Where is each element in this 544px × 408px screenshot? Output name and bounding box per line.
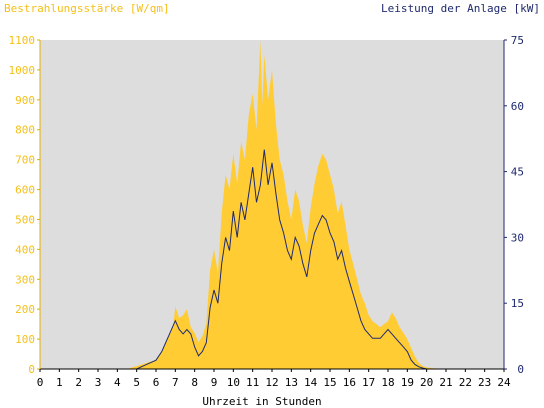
x-tick-label: 2 [75,376,82,389]
x-tick-label: 10 [227,376,240,389]
right-tick-label: 75 [511,34,524,47]
x-tick-label: 24 [497,376,511,389]
x-tick-label: 11 [246,376,259,389]
left-tick-label: 100 [15,333,35,346]
x-tick-labels: 0 1 2 3 4 5 6 7 8 9 10 11 12 13 14 15 16 17 18 19 20 21 22 23 24 [37,369,511,389]
right-tick-label: 15 [511,297,524,310]
series-power-line [40,149,504,370]
left-tick-label: 400 [15,243,35,256]
left-axis-title: Bestrahlungsstärke [W/qm] [4,2,170,15]
right-tick-label: 60 [511,100,524,113]
x-tick-label: 20 [420,376,433,389]
left-tick-label: 1000 [9,64,36,77]
left-tick-label: 600 [15,184,35,197]
x-tick-label: 23 [478,376,491,389]
left-tick-label: 900 [15,94,35,107]
x-tick-label: 1 [56,376,63,389]
left-tick-label: 200 [15,303,35,316]
left-tick-label: 500 [15,213,35,226]
left-tick-label: 0 [28,363,35,376]
x-tick-label: 18 [381,376,394,389]
x-tick-label: 3 [95,376,102,389]
left-tick-label: 800 [15,124,35,137]
right-tick-label: 30 [511,231,524,244]
x-tick-label: 6 [153,376,160,389]
series-irradiance-area [40,40,504,369]
x-tick-label: 9 [211,376,218,389]
x-tick-label: 17 [362,376,375,389]
right-axis-title: Leistung der Anlage [kW] [381,2,540,15]
x-tick-label: 5 [133,376,140,389]
left-tick-label: 300 [15,273,35,286]
x-tick-label: 13 [285,376,298,389]
x-tick-label: 12 [265,376,278,389]
x-tick-label: 16 [343,376,356,389]
x-tick-label: 4 [114,376,121,389]
irradiance-area-layer [40,40,504,369]
x-tick-label: 21 [439,376,452,389]
x-tick-label: 15 [323,376,336,389]
left-tick-labels: 0 100 200 300 400 500 600 700 800 900 1000 1100 [9,34,40,376]
x-tick-label: 19 [401,376,414,389]
x-tick-label: 0 [37,376,44,389]
left-tick-label: 700 [15,154,35,167]
x-tick-label: 7 [172,376,179,389]
x-axis-title: Uhrzeit in Stunden [202,395,321,408]
right-tick-labels: 0 15 30 45 60 75 [504,34,524,376]
x-tick-label: 22 [459,376,472,389]
right-tick-label: 0 [517,363,524,376]
right-tick-label: 45 [511,166,524,179]
x-tick-label: 14 [304,376,318,389]
left-tick-label: 1100 [9,34,36,47]
x-tick-label: 8 [191,376,198,389]
power-line-layer [40,149,504,370]
